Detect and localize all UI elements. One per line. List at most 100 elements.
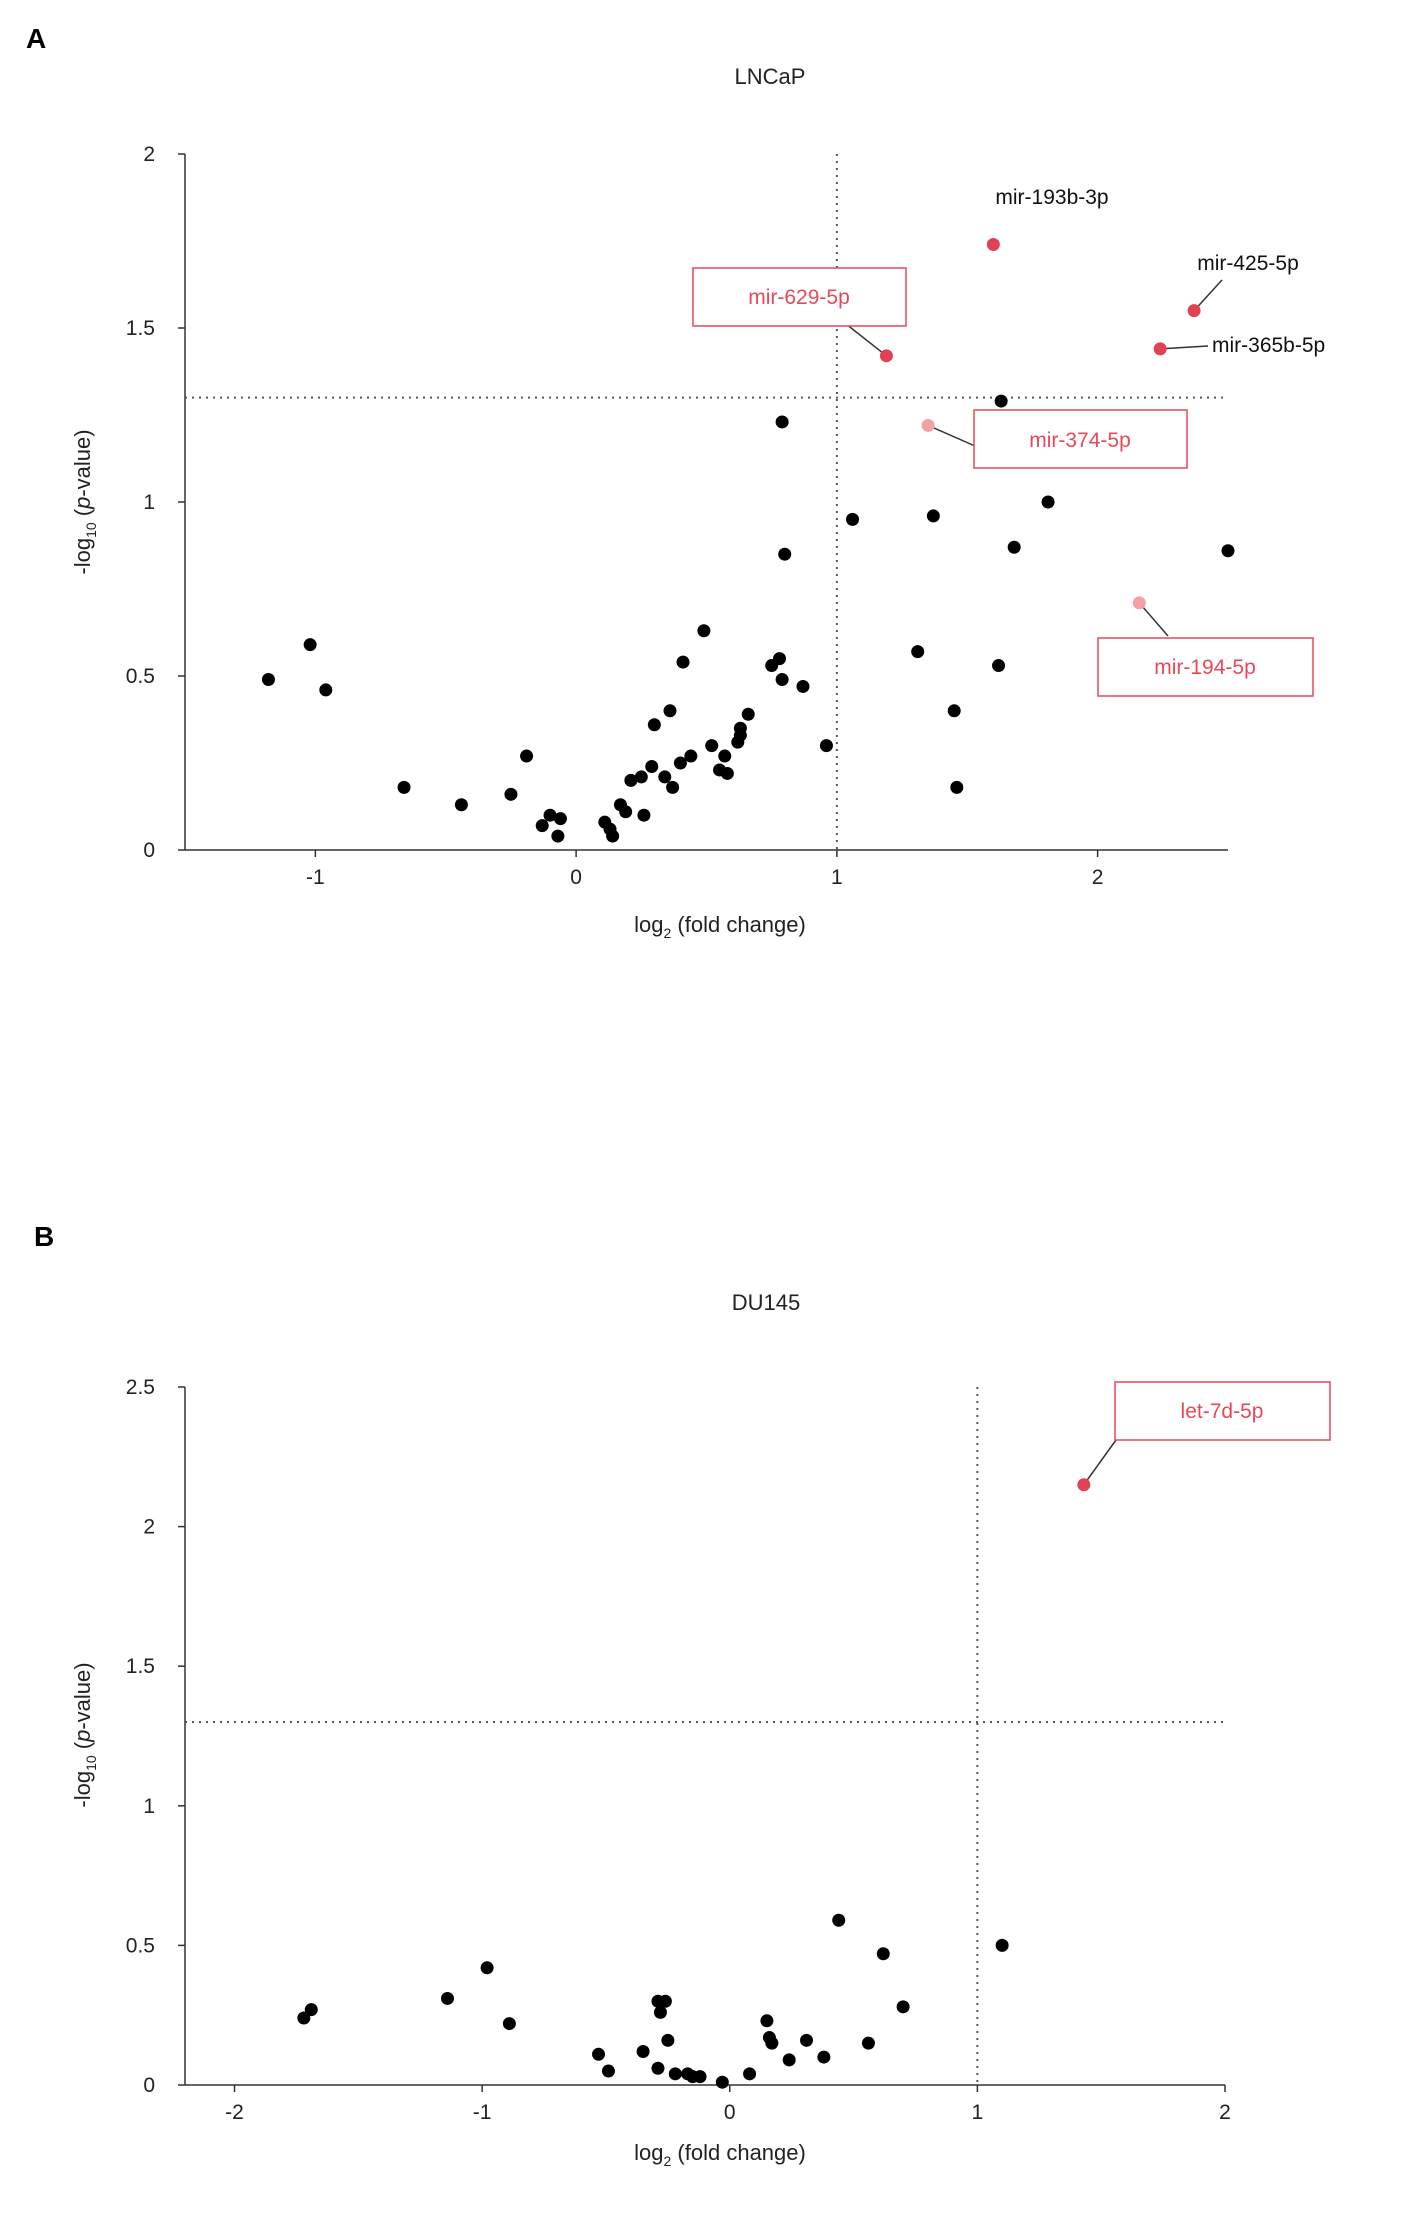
data-point <box>926 509 940 523</box>
data-point <box>520 749 534 763</box>
highlighted-point-mir-425-5p <box>1187 304 1201 318</box>
data-point <box>693 2070 707 2084</box>
highlighted-point-mir-365b-5p <box>1153 342 1167 356</box>
panel-b-x-tick-label: -1 <box>473 2101 492 2124</box>
data-point <box>773 652 787 666</box>
data-point <box>647 718 661 732</box>
data-point <box>718 749 732 763</box>
panel-a-x-tick-label: 2 <box>1092 866 1104 889</box>
data-point <box>995 1938 1009 1952</box>
label-mir-194-5p: mir-194-5p <box>1154 656 1256 679</box>
data-point <box>684 749 698 763</box>
panel-b-x-ticks: -2 -1 0 1 2 <box>225 2085 1231 2124</box>
panel-a-y-tick-label: 1.5 <box>126 317 155 340</box>
data-point <box>502 2017 516 2031</box>
data-point <box>303 638 317 652</box>
panel-a-letter: A <box>26 23 46 54</box>
data-point <box>817 2050 831 2064</box>
data-point <box>651 2061 665 2075</box>
data-point <box>673 756 687 770</box>
panel-b-x-axis-label: log2 (fold change) <box>634 2140 806 2169</box>
label-mir-425-5p: mir-425-5p <box>1197 252 1299 275</box>
panel-b-y-tick-label: 0.5 <box>126 1934 155 1957</box>
data-point <box>624 773 638 787</box>
data-point <box>715 2075 729 2089</box>
data-point <box>819 739 833 753</box>
panel-a-highlights: mir-629-5p mir-193b-3p mir-425-5p mir-36… <box>692 186 1325 697</box>
data-point <box>592 2047 606 2061</box>
data-point <box>304 2003 318 2017</box>
panel-a: A LNCaP -1 0 1 2 0 0.5 1 1.5 2 log2 (fold chang… <box>26 23 1325 941</box>
data-point <box>775 415 789 429</box>
data-point <box>994 394 1008 408</box>
highlighted-point-let-7d-5p <box>1077 1478 1091 1492</box>
data-point <box>720 766 734 780</box>
data-point <box>297 2011 311 2025</box>
panel-b-x-tick-label: 0 <box>724 2101 736 2124</box>
data-point <box>601 2064 615 2078</box>
data-point <box>992 659 1006 673</box>
data-point <box>760 2014 774 2028</box>
leader-mir-374-5p <box>927 424 976 447</box>
highlighted-point-mir-194-5p <box>1132 596 1146 610</box>
panel-b-highlights: let-7d-5p <box>1077 1381 1331 1492</box>
panel-a-x-axis-label: log2 (fold change) <box>634 912 806 941</box>
panel-a-x-tick-label: 0 <box>570 866 582 889</box>
data-point <box>535 819 549 833</box>
panel-b-x-tick-label: -2 <box>225 2101 244 2124</box>
data-point <box>440 1991 454 2005</box>
panel-b-y-tick-label: 2 <box>143 1516 155 1539</box>
leader-mir-425-5p <box>1193 279 1223 312</box>
box-mir-629-5p <box>692 267 907 327</box>
data-point <box>504 787 518 801</box>
data-point <box>741 707 755 721</box>
data-point <box>950 780 964 794</box>
panel-a-title: LNCaP <box>735 64 806 89</box>
data-point <box>645 759 659 773</box>
data-point <box>1041 495 1055 509</box>
data-point <box>666 780 680 794</box>
data-point <box>636 2044 650 2058</box>
panel-b-y-tick-label: 0 <box>143 2074 155 2097</box>
data-point <box>663 704 677 718</box>
box-mir-374-5p <box>973 409 1188 469</box>
data-point <box>551 829 565 843</box>
data-point <box>743 2067 757 2081</box>
data-point <box>653 2005 667 2019</box>
data-point <box>619 805 633 819</box>
leader-mir-194-5p <box>1138 602 1169 637</box>
panel-a-points <box>261 394 1235 843</box>
data-point <box>397 780 411 794</box>
data-point <box>832 1913 846 1927</box>
panel-a-y-axis-label: -log10 (p-value) <box>70 429 99 574</box>
data-point <box>861 2036 875 2050</box>
data-point <box>733 721 747 735</box>
panel-b-y-tick-label: 2.5 <box>126 1376 155 1399</box>
panel-b-y-ticks: 0 0.5 1 1.5 2 2.5 <box>126 1376 185 2097</box>
data-point <box>911 645 925 659</box>
data-point <box>697 624 711 638</box>
data-point <box>876 1947 890 1961</box>
data-point <box>1007 540 1021 554</box>
data-point <box>454 798 468 812</box>
data-point <box>261 672 275 686</box>
leader-mir-365b-5p <box>1160 345 1209 350</box>
panel-b-points <box>297 1913 1009 2089</box>
panel-b-y-tick-label: 1 <box>143 1795 155 1818</box>
data-point <box>782 2053 796 2067</box>
data-point <box>543 808 557 822</box>
highlighted-point-mir-629-5p <box>879 349 893 363</box>
panel-b-y-axis-label: -log10 (p-value) <box>70 1662 99 1807</box>
data-point <box>658 1994 672 2008</box>
highlighted-point-mir-193b-3p <box>986 237 1000 251</box>
data-point <box>658 770 672 784</box>
data-point <box>480 1961 494 1975</box>
data-point <box>775 672 789 686</box>
panel-b-title: DU145 <box>732 1290 800 1315</box>
label-let-7d-5p: let-7d-5p <box>1181 1400 1264 1423</box>
data-point <box>634 770 648 784</box>
label-mir-193b-3p: mir-193b-3p <box>995 186 1108 209</box>
label-mir-365b-5p: mir-365b-5p <box>1212 334 1325 357</box>
data-point <box>676 655 690 669</box>
